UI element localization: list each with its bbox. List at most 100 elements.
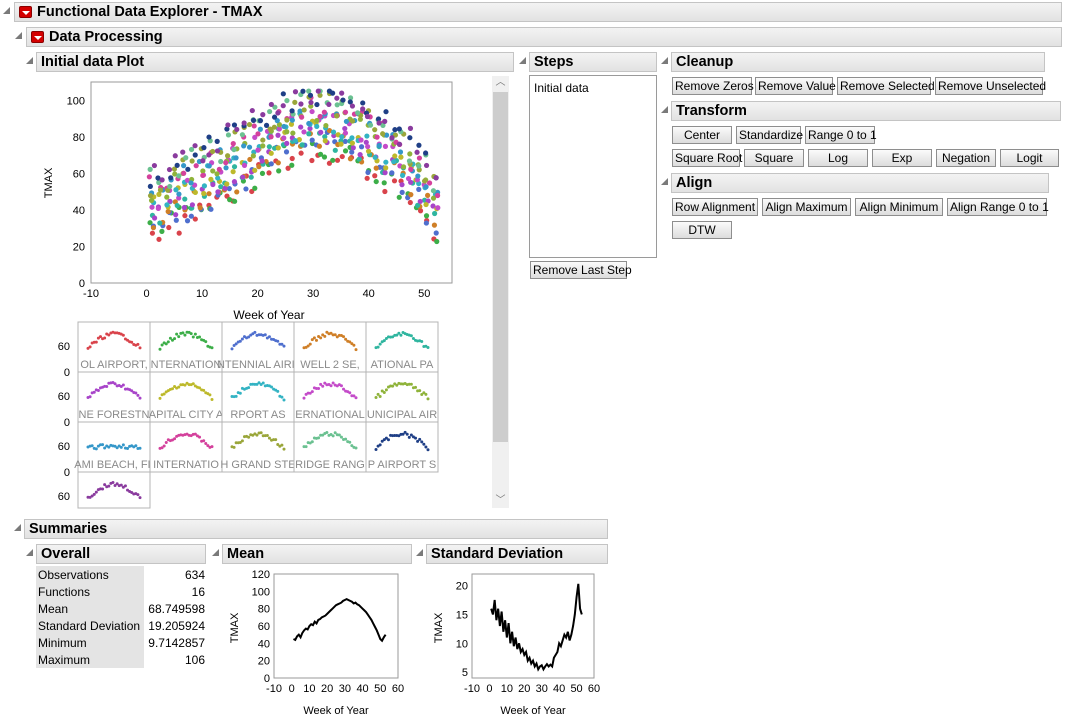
disclosure-icon[interactable] [661,106,668,113]
remove-last-step-button[interactable]: Remove Last Step [530,261,632,279]
disclosure-icon[interactable] [212,549,219,556]
scatter-point [433,230,439,236]
small-panel-point [382,438,386,442]
scatter-point [430,195,437,201]
align-range-0-to-1-button[interactable]: Align Range 0 to 1 [947,198,1049,216]
scatter-point [256,164,262,170]
scatter-point [321,154,328,160]
align-minimum-button[interactable]: Align Minimum [855,198,943,216]
scroll-up-icon[interactable]: ︿ [495,77,506,88]
small-panel-label: AMI BEACH, FL [74,459,153,471]
small-panel-point [86,346,90,350]
scatter-point [392,153,398,159]
platform-title-bar: Functional Data Explorer - TMAX [14,2,1062,22]
plot-scrollbar[interactable]: ︿ ﹀ [492,76,509,508]
disclosure-icon[interactable] [519,57,526,64]
disclosure-icon[interactable] [15,32,22,39]
scatter-point [255,131,261,137]
red-triangle-menu-icon[interactable] [31,31,44,43]
log-button[interactable]: Log [808,149,868,167]
small-panel-point [317,436,321,440]
small-panel-point [168,336,172,340]
scroll-down-icon[interactable]: ﹀ [495,495,506,506]
small-panel-point [314,338,318,342]
x-tick-label: 50 [418,288,430,300]
small-panel-point [170,338,174,342]
small-panel-point [276,339,280,343]
transform-title: Transform [676,103,747,119]
std-line-plot[interactable]: TMAX Week of Year -10 0 10 20 30 40 50 60 5 10 15 2… [430,566,610,718]
red-triangle-menu-icon[interactable] [19,6,32,18]
small-panel[interactable] [149,371,223,423]
scatter-point [192,143,198,149]
dtw-button[interactable]: DTW [672,221,732,239]
exp-button[interactable]: Exp [872,149,932,167]
small-panel[interactable] [365,371,439,423]
disclosure-icon[interactable] [661,57,668,64]
small-tick-label: 60 [58,491,70,503]
square-button[interactable]: Square [744,149,804,167]
logit-button[interactable]: Logit [1000,149,1059,167]
scatter-point [423,184,429,190]
align-maximum-button[interactable]: Align Maximum [762,198,851,216]
range-0-to-1-button[interactable]: Range 0 to 1 [805,126,877,144]
scatter-point [266,144,272,150]
series-line [293,598,387,643]
small-panel-points [86,480,142,500]
scatter-point [317,113,323,120]
small-panel-point [401,432,405,436]
small-panel-point [113,484,117,488]
small-panel-point [115,446,119,450]
disclosure-icon[interactable] [3,7,10,14]
negation-button[interactable]: Negation [936,149,996,167]
mean-line-plot[interactable]: TMAX Week of Year -10 0 10 20 30 40 50 60020406… [226,566,406,718]
scatter-point [339,134,345,140]
scatter-point [155,175,161,181]
scatter-point [355,110,361,116]
small-panel-point [333,431,337,435]
scatter-point [147,220,153,226]
small-multiples-grid[interactable]: 60 0 60 0 60 0 60 OL AIRPORT, NTERNATIONNTENNIAL… [40,320,490,510]
center-button[interactable]: Center [672,126,732,144]
row-alignment-button[interactable]: Row Alignment [672,198,758,216]
scatter-point [375,116,382,122]
small-panel-point [183,333,187,337]
scatter-point [181,204,188,211]
scatter-point [149,204,155,210]
remove-value-button[interactable]: Remove Value [755,77,836,95]
scatter-point [317,151,324,157]
scatter-point [230,141,236,147]
remove-unselected-button[interactable]: Remove Unselected [935,77,1046,95]
steps-list[interactable]: Initial data [529,75,657,258]
scatter-point [224,153,231,159]
scatter-point [181,163,187,169]
scatter-point [389,170,395,176]
scatter-point [326,160,333,166]
scroll-thumb[interactable] [493,92,508,442]
disclosure-icon[interactable] [14,524,21,531]
disclosure-icon[interactable] [26,57,33,64]
small-panel-point [380,389,384,393]
disclosure-icon[interactable] [661,178,668,185]
remove-selected-button[interactable]: Remove Selected [837,77,935,95]
scatter-point [165,208,171,215]
scatter-point [225,132,232,138]
step-item[interactable]: Initial data [534,81,589,95]
scatter-point [185,166,191,172]
scatter-point [349,135,355,141]
scatter-point [383,165,389,171]
table-row: Mean 68.749598 [36,600,207,617]
standardize-button[interactable]: Standardize [736,126,803,144]
square-root-button[interactable]: Square Root [672,149,742,167]
small-panel[interactable] [77,471,151,509]
scatter-point [415,173,421,179]
remove-zeros-button[interactable]: Remove Zeros [672,77,754,95]
scatter-point [306,131,312,137]
small-panel-point [113,331,117,335]
small-panel-point [107,333,111,337]
disclosure-icon[interactable] [416,549,423,556]
scatter-point [330,90,336,96]
y-tick-label: 20 [258,656,270,668]
disclosure-icon[interactable] [26,549,33,556]
